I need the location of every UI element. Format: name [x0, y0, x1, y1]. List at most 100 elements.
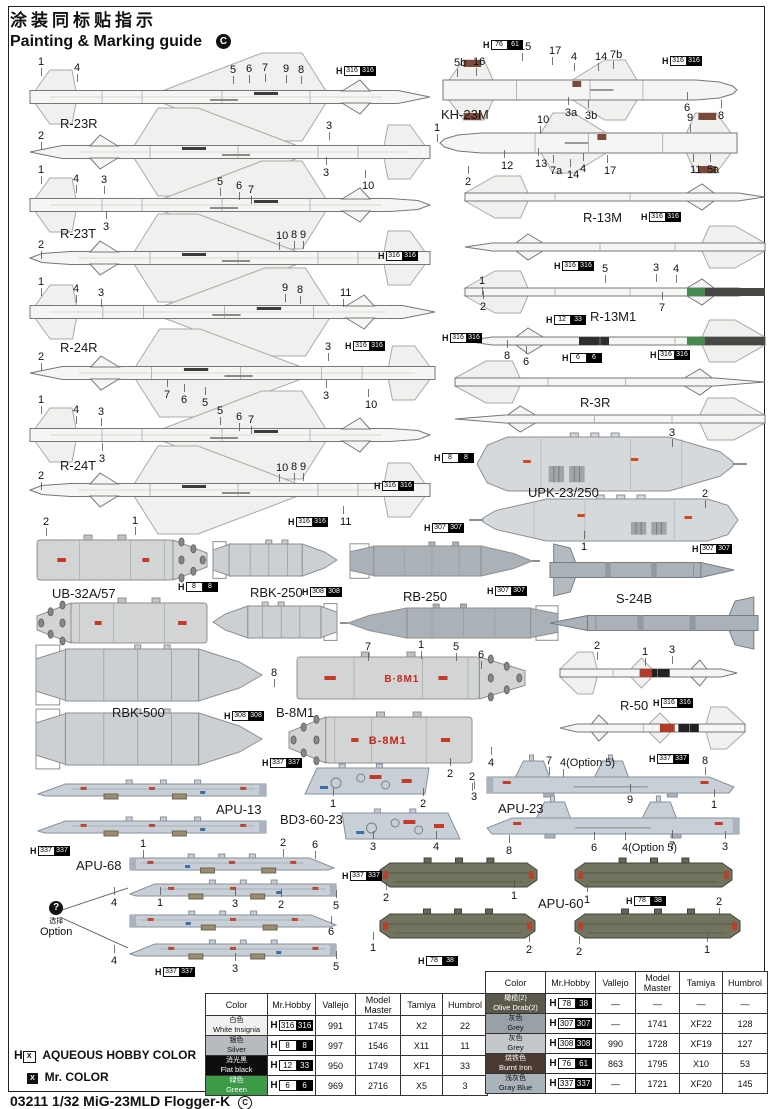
callout-number: 10 [537, 114, 550, 126]
color-swatch: 灰色 Grey [485, 1033, 546, 1054]
callout-number: 4 [74, 62, 81, 74]
tamiya-code: XF20 [679, 1073, 723, 1094]
vallejo-code: 950 [315, 1055, 356, 1076]
weapon-name-label: APU-68 [76, 858, 122, 873]
model-master-code: 1728 [635, 1033, 680, 1054]
humbrol-code: 11 [442, 1035, 488, 1056]
weapon-APU-68 [129, 853, 336, 874]
callout-number: 3 [103, 221, 110, 233]
paint-chip: H 78 38 [626, 896, 666, 906]
callout-number: 1 [38, 164, 45, 176]
callout-number: 7 [659, 302, 666, 314]
callout-number: 7 [248, 184, 255, 196]
weapon-name-label: B-8M1 [276, 705, 315, 720]
paint-chip: H 316 316 [288, 517, 328, 527]
callout-number: 1 [418, 639, 425, 651]
callout-number: 9 [300, 229, 307, 241]
copyright-icon: C [238, 1096, 253, 1109]
callout-number: 4 [488, 757, 495, 769]
paint-chip: H 337 337 [262, 758, 302, 768]
weapon-APU-13 [36, 816, 267, 837]
weapon-name-label: KH-23M [441, 107, 489, 122]
callout-number: 7 [365, 641, 372, 653]
model-master-code: 1749 [355, 1055, 401, 1076]
callout-number: 2 [469, 771, 476, 783]
callout-number: 6 [523, 356, 530, 368]
mr-hobby-code: H 76 61 [545, 1053, 596, 1074]
weapon-name-label: R-24T [60, 458, 97, 473]
color-conversion-table: Color Mr.Hobby Vallejo Model Master Tamiya Hu… [205, 993, 488, 1096]
callout-number: 4 [73, 173, 80, 185]
weapon-APU-60 [574, 908, 741, 939]
callout-number: 5 [217, 176, 224, 188]
weapon-UPK-23-250 [469, 494, 739, 542]
table-header: Color [485, 971, 546, 994]
callout-number: 5 [230, 64, 237, 76]
color-swatch: 消光黑 Flat black [205, 1055, 268, 1076]
paint-chip: H 316 316 [378, 251, 418, 261]
paint-chip: H 316 316 [554, 261, 594, 271]
callout-number: 6 [478, 649, 485, 661]
callout-number: 4 [433, 841, 440, 853]
callout-number: 14 [567, 169, 580, 181]
weapon-option-rails [128, 879, 337, 900]
callout-number: 2 [38, 239, 45, 251]
section-c-badge: C [216, 34, 232, 50]
callout-number: 6 [591, 842, 598, 854]
callout-number: 1 [38, 276, 45, 288]
callout-number: 7a [550, 165, 563, 177]
callout-number: 5 [602, 263, 609, 275]
weapon-APU-60 [574, 857, 733, 888]
humbrol-code: 22 [442, 1015, 488, 1036]
callout-number: 16 [473, 56, 486, 68]
callout-number: 9 [687, 112, 694, 124]
callout-number: 1 [479, 275, 486, 287]
callout-number: 9 [283, 63, 290, 75]
weapon-name-label: R-13M [583, 210, 623, 225]
paint-chip: H 78 38 [418, 956, 458, 966]
callout-number: 1 [511, 890, 518, 902]
callout-number: 8 [291, 229, 298, 241]
humbrol-code: 53 [722, 1053, 768, 1074]
callout-number: 4 [73, 283, 80, 295]
callout-number: 5 [333, 961, 340, 973]
callout-number: 2 [383, 892, 390, 904]
callout-number: 8 [702, 755, 709, 767]
weapon-B-8M1: B-8M1 [288, 711, 473, 766]
mr-hobby-code: H 308 308 [545, 1033, 596, 1054]
humbrol-code: 127 [722, 1033, 768, 1054]
callout-number: 4 [673, 263, 680, 275]
callout-number: 5 [333, 900, 340, 912]
color-swatch: 橄榄(2) Olive Drab(2) [485, 993, 546, 1014]
model-master-code: — [635, 993, 680, 1014]
paint-chip: H 337 337 [155, 967, 195, 977]
paint-chip: H 316 316 [653, 698, 693, 708]
callout-number: 3 [326, 120, 333, 132]
weapon-R-13M [464, 225, 767, 269]
callout-number: 7 [546, 755, 553, 767]
table-header: Color [205, 993, 268, 1016]
humbrol-code: 33 [442, 1055, 488, 1076]
callout-number: 2 [420, 798, 427, 810]
callout-number: 6 [246, 63, 253, 75]
model-master-code: 1721 [635, 1073, 680, 1094]
weapon-option-rails [129, 910, 338, 931]
callout-number: 3 [99, 453, 106, 465]
callout-number: 5 [217, 405, 224, 417]
weapon-R-13M [463, 175, 766, 219]
callout-number: 17 [549, 45, 562, 57]
title-chinese: 涂装同标贴指示 [10, 11, 157, 30]
callout-number: 1 [140, 838, 147, 850]
black-box-icon: X [27, 1073, 38, 1084]
callout-number: 2 [280, 837, 287, 849]
callout-number: 3 [98, 287, 105, 299]
weapon-name-label: R-23R [60, 116, 98, 131]
color-row: 烧铁色 Burnt Iron H 76 61 863 1795 X10 53 [485, 1053, 768, 1074]
weapon-R-13M1 [463, 270, 766, 314]
paint-chip: H 316 316 [374, 481, 414, 491]
tamiya-code: XF1 [400, 1055, 443, 1076]
callout-number: 6 [328, 926, 335, 938]
callout-number: 8 [506, 845, 513, 857]
